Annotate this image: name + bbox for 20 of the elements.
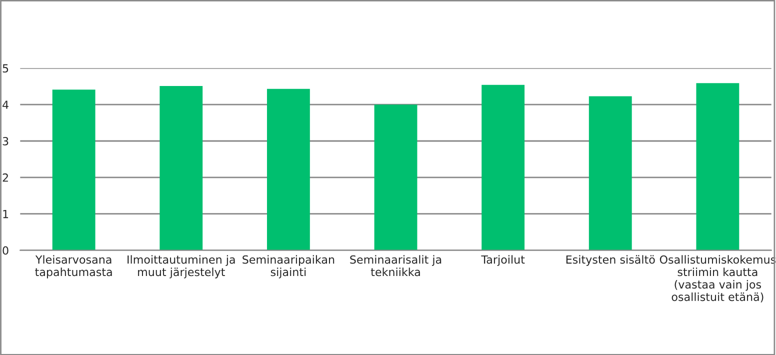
x-tick-label: Ilmoittautuminen ja muut järjestelyt — [128, 255, 235, 278]
bar — [696, 83, 740, 250]
y-tick-label: 1 — [3, 210, 8, 218]
x-tick-label: Seminaarisalit ja tekniikka — [350, 255, 442, 276]
x-tick-label: Esitysten sisältö — [566, 255, 655, 266]
x-tick-label: Osallistumiskokemus striimin kautta (vastaa vain jos osallistuit etänä) — [660, 255, 776, 302]
bar — [374, 104, 418, 250]
y-tick-label: 3 — [2, 136, 8, 146]
x-tick-label: Tarjoilut — [481, 255, 525, 266]
bar — [482, 84, 525, 250]
y-tick-label: 5 — [2, 64, 8, 73]
bar — [160, 86, 203, 250]
y-tick-label: 0 — [2, 246, 8, 255]
bar — [52, 90, 96, 250]
bar — [588, 96, 632, 250]
y-tick-label: 4 — [2, 100, 8, 109]
x-tick-label: Yleisarvosana tapahtumasta — [35, 255, 112, 278]
bar — [266, 88, 310, 250]
y-tick-label: 2 — [2, 173, 8, 182]
x-tick-label: Seminaaripaikan sijainti — [242, 255, 334, 278]
